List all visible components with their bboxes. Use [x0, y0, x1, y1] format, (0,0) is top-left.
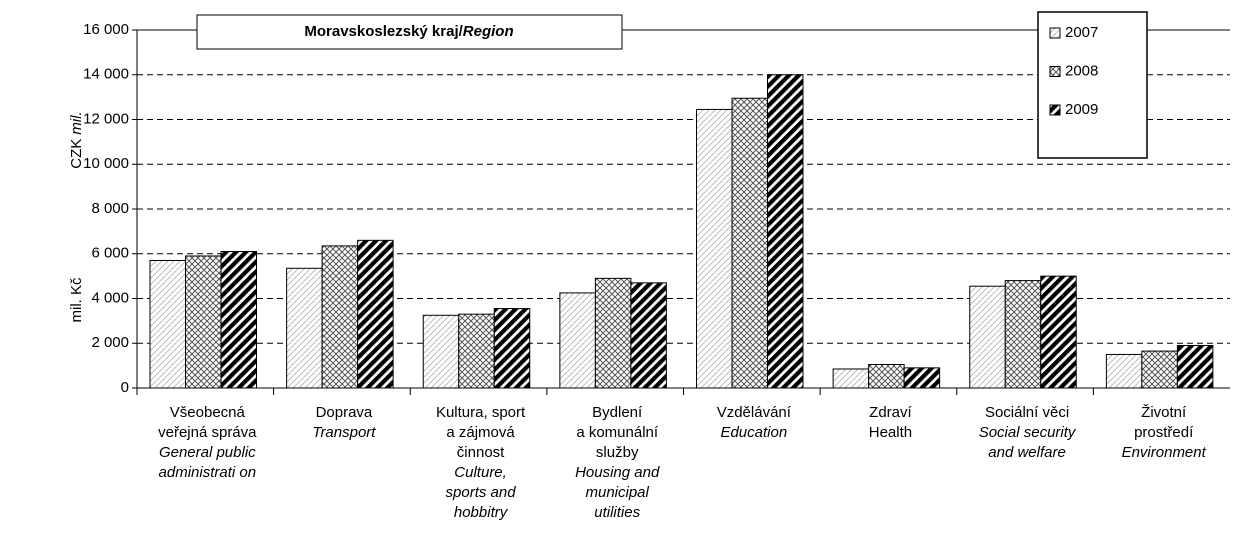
x-tick-label: sports and — [446, 484, 517, 501]
bar — [321, 245, 359, 389]
bar — [731, 97, 768, 389]
x-tick-label: Všeobecná — [170, 404, 246, 421]
legend-swatch — [1049, 27, 1061, 39]
y-axis-label-part: mil. — [68, 111, 85, 139]
x-tick-label: Životní — [1141, 404, 1187, 421]
chart-title: Moravskoslezský kraj/Region — [304, 23, 513, 40]
x-tick-label: municipal — [586, 484, 650, 501]
y-axis-label-en: CZK mil. — [68, 111, 85, 169]
y-tick-label: 14 000 — [83, 66, 129, 83]
y-tick-label: 10 000 — [83, 155, 129, 172]
x-tick-label: Kultura, sport — [436, 404, 526, 421]
title-part: Region — [463, 23, 514, 40]
bar — [903, 367, 941, 389]
x-tick-label: prostředí — [1134, 424, 1194, 441]
bar — [594, 277, 632, 389]
bar — [1040, 275, 1077, 389]
y-tick-label: 2 000 — [91, 334, 129, 351]
x-tick-label: utilities — [594, 504, 640, 521]
y-tick-label: 12 000 — [83, 110, 129, 127]
legend-label: 2007 — [1065, 24, 1098, 41]
x-tick-label: a zájmová — [446, 424, 515, 441]
x-tick-label: General public — [159, 444, 256, 461]
bar — [559, 292, 596, 389]
x-tick-label: Vzdělávání — [717, 404, 792, 421]
bar — [493, 308, 531, 389]
x-tick-label: Zdraví — [869, 404, 912, 421]
y-tick-label: 4 000 — [91, 289, 129, 306]
x-tick-label: and welfare — [988, 444, 1066, 461]
bar — [185, 255, 222, 389]
legend-swatch — [1049, 66, 1061, 77]
x-tick-label: Health — [869, 424, 912, 441]
bar — [969, 285, 1006, 389]
bar — [149, 259, 186, 389]
x-tick-label: a komunální — [576, 424, 659, 441]
x-tick-label: Education — [720, 424, 787, 441]
x-tick-label: hobbitry — [454, 504, 509, 521]
legend-label: 2009 — [1065, 101, 1098, 118]
bar — [1141, 350, 1178, 389]
legend-swatch — [1049, 104, 1061, 116]
x-tick-label: Bydlení — [592, 404, 643, 421]
x-tick-label: Doprava — [316, 404, 373, 421]
y-axis-label: mil. Kč — [68, 277, 85, 323]
x-tick-label: Social security — [979, 424, 1077, 441]
bar — [767, 74, 804, 389]
x-tick-label: administrati on — [159, 464, 257, 481]
x-tick-label: Sociální věci — [985, 404, 1069, 421]
x-tick-label: služby — [596, 444, 639, 461]
y-tick-label: 8 000 — [91, 200, 129, 217]
x-tick-label: Housing and — [575, 464, 660, 481]
y-tick-label: 6 000 — [91, 245, 129, 262]
region-box — [196, 14, 623, 50]
legend-label: 2008 — [1065, 62, 1098, 79]
x-tick-label: Transport — [312, 424, 376, 441]
bar — [1004, 280, 1042, 389]
bar — [832, 368, 870, 389]
bar — [286, 267, 323, 389]
bar — [220, 251, 257, 389]
x-tick-label: Environment — [1122, 444, 1207, 461]
x-tick-label: Culture, — [454, 464, 507, 481]
y-tick-label: 16 000 — [83, 21, 129, 38]
bar — [696, 108, 733, 389]
bar — [458, 313, 495, 389]
bar — [357, 239, 394, 389]
y-tick-label: 0 — [121, 379, 129, 396]
bar — [630, 282, 667, 389]
title-part: Moravskoslezský kraj/ — [304, 23, 463, 40]
bar — [422, 314, 460, 389]
x-tick-label: činnost — [457, 444, 505, 461]
bar — [868, 364, 905, 389]
y-axis-label-part: CZK — [68, 139, 85, 169]
bar — [1105, 353, 1143, 389]
x-tick-label: veřejná správa — [158, 424, 257, 441]
bar — [1176, 344, 1214, 389]
